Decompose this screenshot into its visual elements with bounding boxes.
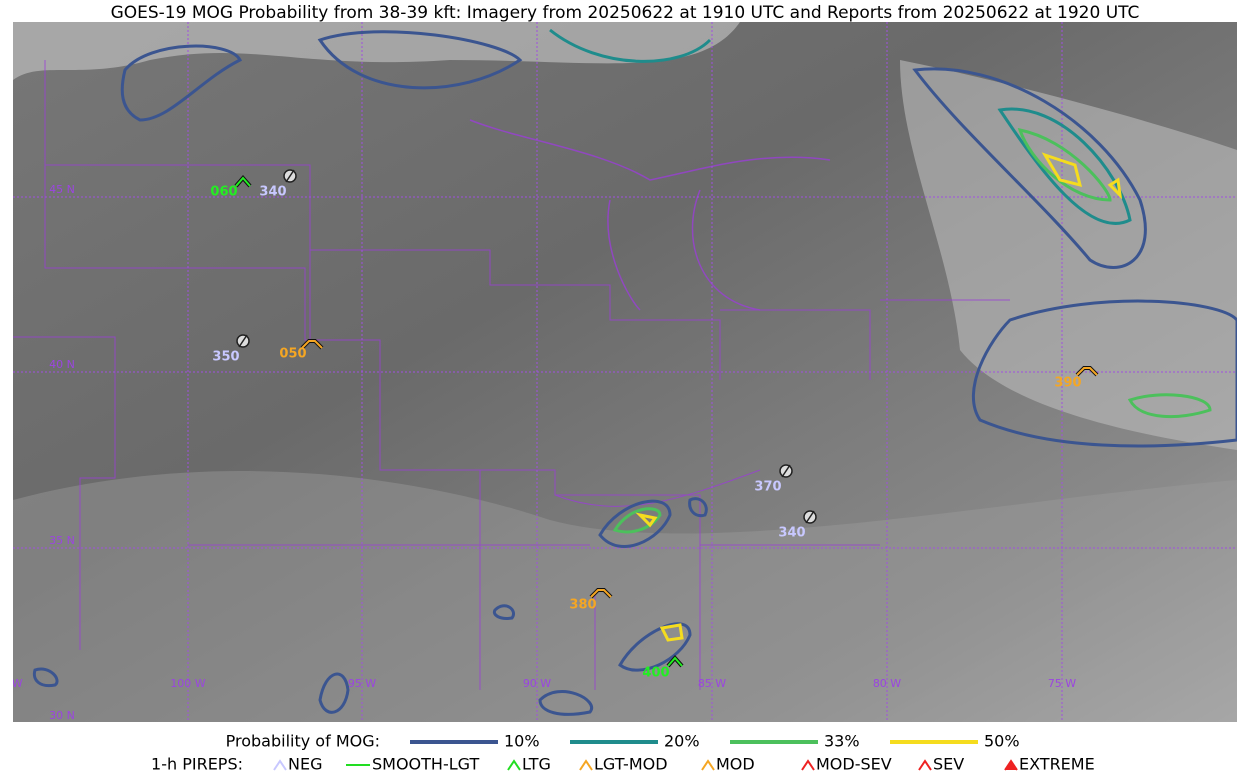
legend-symbol	[273, 759, 287, 771]
legend-label: MOD	[716, 755, 755, 774]
longitude-label: 90 W	[523, 677, 551, 690]
legend-label: SMOOTH-LGT	[372, 755, 479, 774]
legend-title: 1-h PIREPS:	[151, 755, 243, 774]
report-label: 060	[210, 185, 237, 200]
mod-symbol	[590, 589, 612, 598]
legend-symbol	[918, 759, 932, 771]
longitude-label: 95 W	[348, 677, 376, 690]
legend-symbol	[801, 759, 815, 771]
legend-symbol	[701, 759, 715, 771]
report-label: 400	[642, 666, 669, 681]
legend-label: 20%	[664, 732, 700, 751]
mod-symbol	[1076, 367, 1098, 376]
longitude-label: 75 W	[1048, 677, 1076, 690]
latitude-label: 40 N	[49, 358, 75, 371]
legend-title: Probability of MOG:	[226, 732, 380, 751]
legend-label: LGT-MOD	[594, 755, 668, 774]
latitude-label: 35 N	[49, 534, 75, 547]
ltg-symbol	[667, 656, 683, 667]
legend-symbol	[507, 759, 521, 771]
neg-slash	[238, 334, 248, 348]
report-label: 340	[778, 526, 805, 541]
legend-label: 33%	[824, 732, 860, 751]
neg-slash	[805, 510, 815, 524]
legend-label: MOD-SEV	[816, 755, 892, 774]
legend-symbol	[579, 759, 593, 771]
neg-slash	[285, 169, 295, 183]
longitude-label: 100 W	[170, 677, 205, 690]
report-label: 340	[259, 185, 286, 200]
longitude-label: 80 W	[873, 677, 901, 690]
legend-label: 50%	[984, 732, 1020, 751]
report-label: 370	[754, 480, 781, 495]
mod-symbol	[301, 340, 323, 349]
ltg-symbol	[235, 176, 251, 187]
report-label: 380	[569, 598, 596, 613]
legend-label: LTG	[522, 755, 551, 774]
map: 45 N 40 N 35 N 30 N 105 W 100 W 95 W 90 W 85 W 80…	[0, 22, 1237, 722]
latitude-label: 30 N	[49, 709, 75, 722]
legend-label: EXTREME	[1019, 755, 1095, 774]
legend-label: NEG	[288, 755, 322, 774]
legend-label: 10%	[504, 732, 540, 751]
longitude-label: 85 W	[698, 677, 726, 690]
legend-symbol	[1004, 759, 1018, 771]
latitude-label: 45 N	[49, 183, 75, 196]
legend-label: SEV	[933, 755, 964, 774]
neg-slash	[781, 464, 791, 478]
report-label: 050	[279, 347, 306, 362]
report-label: 390	[1054, 376, 1081, 391]
title: GOES-19 MOG Probability from 38-39 kft: …	[111, 3, 1140, 23]
report-label: 350	[212, 350, 239, 365]
longitude-label: 105 W	[0, 677, 23, 690]
